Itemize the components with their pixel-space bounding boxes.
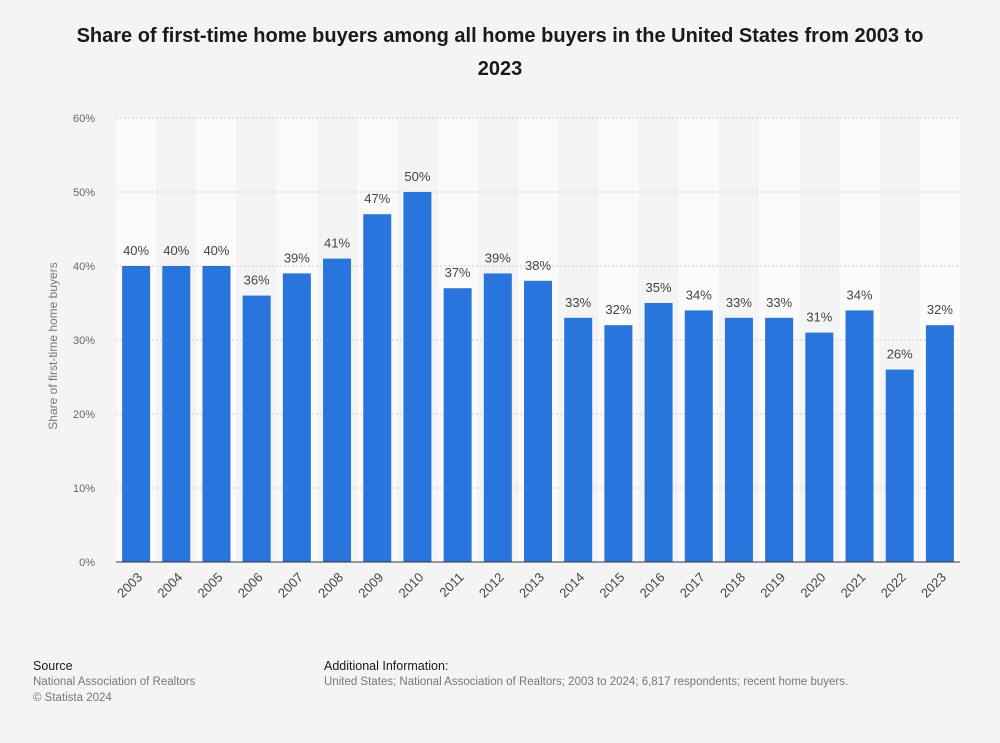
- bar: [282, 273, 311, 562]
- bar: [604, 325, 633, 562]
- x-tick-label: 2010: [395, 570, 426, 601]
- bar-chart: 0% 10% 20% 30% 40% 50% 60% 40% 2003 40% 2004 40% 200…: [46, 113, 960, 601]
- y-tick-label: 0%: [79, 557, 95, 569]
- x-tick-label: 2014: [556, 570, 587, 601]
- additional-info-block: Additional Information: United States; N…: [324, 658, 848, 690]
- data-label: 33%: [766, 295, 792, 310]
- bar: [765, 317, 794, 562]
- bar: [925, 325, 954, 562]
- y-tick-label: 20%: [73, 409, 95, 421]
- data-label: 36%: [244, 273, 270, 288]
- bar: [483, 273, 512, 562]
- x-tick-label: 2009: [355, 570, 386, 601]
- bar: [122, 266, 151, 562]
- source-block: Source National Association of Realtors …: [33, 658, 195, 706]
- x-tick-label: 2012: [476, 570, 507, 601]
- y-tick-label: 10%: [73, 483, 95, 495]
- y-tick-label: 40%: [73, 261, 95, 273]
- data-label: 37%: [445, 265, 471, 280]
- data-label: 40%: [163, 243, 189, 258]
- source-heading: Source: [33, 659, 73, 673]
- data-label: 34%: [847, 287, 873, 302]
- x-tick-label: 2019: [757, 570, 788, 601]
- data-label: 34%: [686, 287, 712, 302]
- data-label: 39%: [485, 250, 511, 265]
- bar: [644, 303, 673, 562]
- bar: [242, 295, 271, 562]
- x-tick-label: 2007: [275, 570, 306, 601]
- data-label: 41%: [324, 236, 350, 251]
- x-tick-label: 2003: [114, 570, 145, 601]
- x-tick-label: 2018: [717, 570, 748, 601]
- data-label: 50%: [404, 169, 430, 184]
- x-tick-label: 2004: [154, 570, 185, 601]
- x-tick-label: 2011: [436, 570, 466, 600]
- bar: [363, 214, 392, 562]
- chart-title: Share of first-time home buyers among al…: [76, 25, 924, 80]
- y-tick-label: 60%: [73, 113, 95, 125]
- x-tick-label: 2015: [596, 570, 627, 601]
- bar: [162, 266, 191, 562]
- bar: [524, 280, 552, 562]
- data-label: 31%: [806, 310, 832, 325]
- data-label: 47%: [364, 191, 390, 206]
- bar: [724, 317, 753, 562]
- data-label: 33%: [726, 295, 752, 310]
- source-name: National Association of Realtors: [33, 676, 196, 688]
- x-tick-label: 2020: [797, 570, 828, 601]
- data-label: 33%: [565, 295, 591, 310]
- x-tick-label: 2008: [315, 570, 346, 601]
- additional-info-text: United States; National Association of R…: [324, 676, 849, 688]
- y-tick-label: 50%: [73, 187, 95, 199]
- bar: [805, 332, 834, 562]
- data-label: 26%: [887, 347, 913, 362]
- x-tick-label: 2023: [918, 570, 949, 601]
- data-label: 32%: [927, 302, 953, 317]
- bar: [403, 192, 432, 562]
- x-tick-label: 2016: [637, 570, 668, 601]
- bar: [323, 258, 352, 562]
- bar: [885, 369, 914, 562]
- additional-info-heading: Additional Information:: [324, 659, 449, 673]
- x-tick-label: 2017: [677, 570, 708, 601]
- data-label: 32%: [605, 302, 631, 317]
- y-axis-title: Share of first-time home buyers: [46, 262, 60, 429]
- x-tick-label: 2021: [838, 570, 869, 601]
- x-tick-label: 2005: [195, 570, 226, 601]
- data-label: 35%: [646, 280, 672, 295]
- data-label: 38%: [525, 258, 551, 273]
- y-tick-label: 30%: [73, 335, 95, 347]
- x-tick-label: 2022: [878, 570, 909, 601]
- bar: [684, 310, 713, 562]
- bar: [564, 317, 593, 562]
- data-label: 40%: [123, 243, 149, 258]
- bar: [202, 266, 231, 562]
- x-tick-label: 2006: [235, 570, 266, 601]
- x-tick-label: 2013: [516, 570, 547, 601]
- data-label: 39%: [284, 250, 310, 265]
- data-label: 40%: [203, 243, 229, 258]
- copyright: © Statista 2024: [33, 692, 112, 704]
- bar: [845, 310, 874, 562]
- bar: [443, 288, 472, 562]
